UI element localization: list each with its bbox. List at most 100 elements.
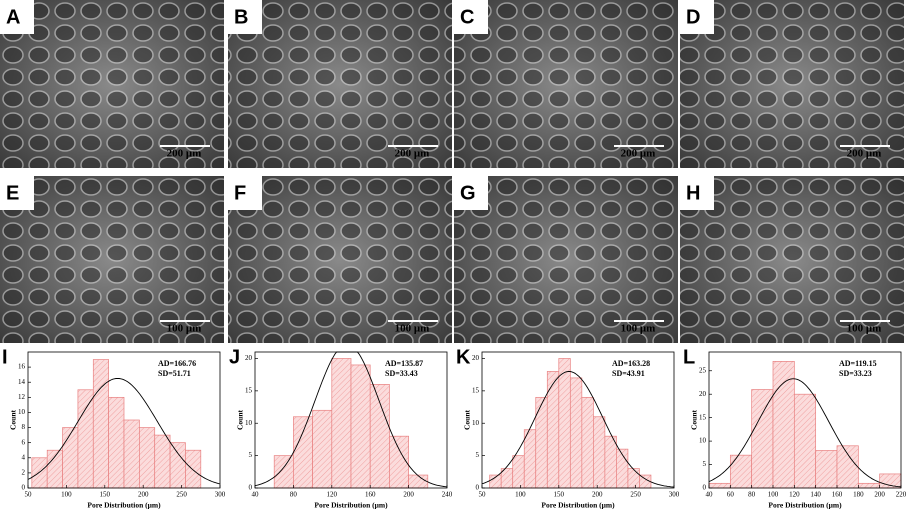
label-box — [0, 0, 34, 34]
panel-label: G — [460, 182, 476, 204]
bar — [123, 419, 140, 489]
annotation: AD=119.15 — [839, 359, 877, 368]
bar — [77, 389, 94, 489]
bar — [546, 371, 560, 489]
panel-label: A — [6, 6, 20, 28]
y-tick-label: 20 — [472, 354, 480, 362]
y-tick-label: 12 — [18, 393, 26, 401]
scale-bar-label: 100 μm — [167, 323, 202, 335]
sem-texture — [228, 176, 452, 343]
panel-label: D — [686, 6, 700, 28]
x-tick-label: 300 — [215, 491, 226, 499]
annotation: AD=135.87 — [385, 359, 423, 368]
annotation: SD=33.23 — [839, 369, 872, 378]
y-tick-label: 8 — [22, 423, 26, 431]
x-tick-label: 80 — [290, 491, 298, 499]
x-tick-label: 200 — [592, 491, 603, 499]
y-tick-label: 20 — [699, 390, 707, 398]
x-tick-label: 200 — [138, 491, 149, 499]
bar — [569, 377, 583, 489]
bar — [751, 389, 774, 489]
scale-bar-label: 100 μm — [395, 323, 430, 335]
x-tick-label: 300 — [669, 491, 680, 499]
bar — [772, 361, 795, 489]
bar — [523, 429, 537, 489]
x-tick-label: 150 — [554, 491, 565, 499]
bar — [593, 416, 606, 489]
y-tick-label: 5 — [703, 460, 707, 468]
plot-frame — [27, 351, 221, 489]
x-tick-label: 100 — [515, 491, 526, 499]
panel-label: E — [6, 182, 19, 204]
annotation: SD=33.43 — [385, 369, 418, 378]
bar — [627, 468, 640, 489]
fit-curve — [27, 377, 221, 485]
x-tick-label: 120 — [327, 491, 338, 499]
bar — [312, 409, 333, 489]
panel-label: H — [686, 182, 700, 204]
bar — [31, 457, 48, 489]
bar — [108, 396, 125, 489]
plot-frame — [481, 351, 675, 489]
label-box — [454, 176, 488, 210]
label-box — [454, 0, 488, 34]
x-tick-label: 250 — [176, 491, 187, 499]
x-axis-label: Pore Distribution (μm) — [541, 501, 615, 510]
annotation: AD=166.76 — [158, 359, 196, 368]
panel-label: I — [2, 346, 8, 368]
y-tick-label: 0 — [703, 484, 707, 492]
bar — [154, 434, 171, 489]
panel-label: B — [234, 6, 248, 28]
x-tick-label: 250 — [630, 491, 641, 499]
plot-frame — [254, 351, 448, 489]
y-tick-label: 0 — [476, 484, 480, 492]
y-tick-label: 10 — [18, 408, 26, 416]
x-tick-label: 100 — [768, 491, 779, 499]
bar — [92, 359, 109, 489]
y-tick-label: 4 — [22, 453, 26, 461]
sem-texture — [680, 176, 904, 343]
x-tick-label: 150 — [100, 491, 111, 499]
y-tick-label: 15 — [245, 386, 253, 394]
y-tick-label: 15 — [472, 386, 480, 394]
bar — [369, 384, 390, 489]
bar — [350, 364, 371, 489]
bar — [729, 454, 753, 489]
annotation: AD=163.28 — [612, 359, 650, 368]
x-tick-label: 220 — [896, 491, 906, 499]
x-tick-label: 240 — [442, 491, 453, 499]
x-axis-label: Pore Distribution (μm) — [87, 501, 161, 510]
annotation: SD=43.91 — [612, 369, 645, 378]
x-axis-label: Pore Distribution (μm) — [314, 501, 388, 510]
fit-curve — [708, 378, 902, 488]
bar — [389, 435, 409, 489]
label-box — [228, 176, 262, 210]
plot-frame — [708, 351, 902, 489]
y-axis-label: Count — [9, 409, 18, 430]
bar — [708, 482, 731, 489]
sem-texture — [0, 0, 224, 168]
bar — [815, 450, 838, 489]
bar — [408, 474, 429, 489]
y-tick-label: 5 — [249, 451, 253, 459]
panel-label: F — [234, 182, 246, 204]
y-axis-label: Count — [463, 409, 472, 430]
x-tick-label: 50 — [479, 491, 487, 499]
bar — [604, 435, 617, 489]
bar — [185, 449, 202, 489]
x-tick-label: 160 — [365, 491, 376, 499]
x-tick-label: 140 — [810, 491, 821, 499]
y-tick-label: 0 — [22, 484, 26, 492]
scale-bar-label: 200 μm — [847, 148, 882, 160]
x-tick-label: 120 — [789, 491, 800, 499]
bar — [793, 393, 817, 489]
x-tick-label: 180 — [853, 491, 864, 499]
x-tick-label: 50 — [25, 491, 33, 499]
bar — [535, 396, 548, 489]
y-tick-label: 6 — [22, 438, 26, 446]
bar — [857, 482, 881, 489]
annotation: SD=51.71 — [158, 369, 191, 378]
bar — [558, 358, 571, 489]
y-axis-label: Count — [690, 409, 699, 430]
